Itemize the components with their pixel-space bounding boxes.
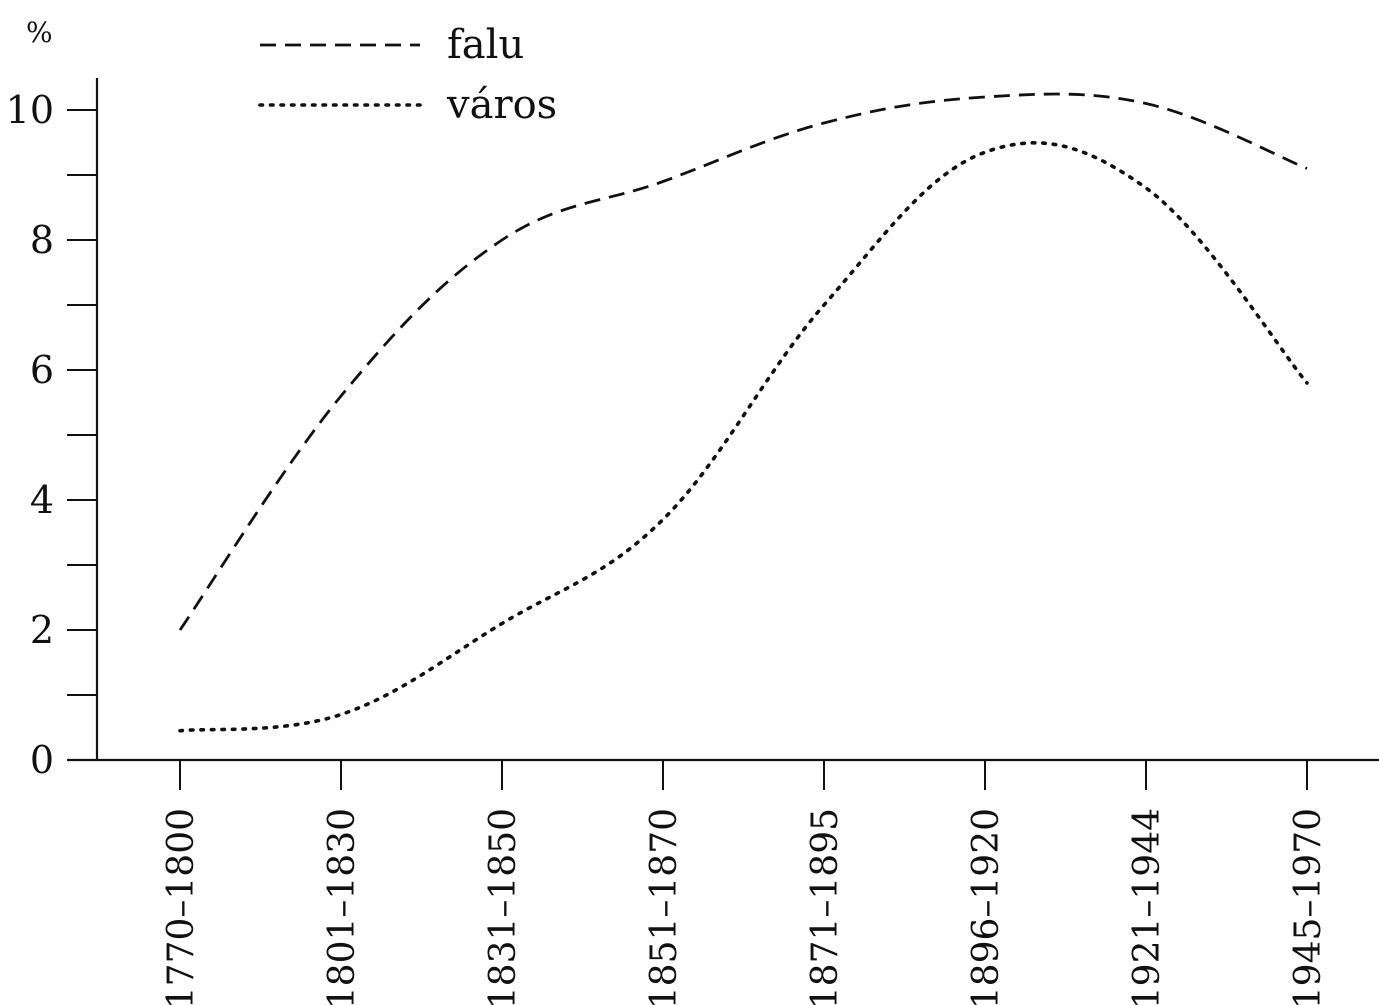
- y-tick-label: 10: [6, 88, 54, 132]
- y-tick-label: 0: [30, 738, 54, 782]
- x-axis-ticks: 1770–1800 1801–1830 1831–1850 1851–1870 1871…: [161, 760, 1329, 1005]
- x-tick-label: 1831–1850: [483, 808, 524, 1005]
- y-tick-label: 8: [30, 218, 54, 262]
- x-tick-label: 1896–1920: [966, 808, 1007, 1005]
- x-tick-label: 1945–1970: [1288, 808, 1329, 1005]
- y-tick-label: 6: [30, 348, 54, 392]
- series-line-város: [178, 141, 1309, 733]
- y-axis-ticks: 0 2 4 6 8 10: [6, 88, 97, 782]
- series-line-falu: [178, 92, 1308, 631]
- axes: [67, 78, 1379, 762]
- x-tick-label: 1851–1870: [644, 808, 685, 1005]
- legend-label: falu: [447, 22, 524, 68]
- x-tick-label: 1770–1800: [161, 808, 202, 1005]
- x-tick-label: 1801–1830: [322, 808, 363, 1005]
- x-tick-label: 1921–1944: [1127, 808, 1168, 1005]
- legend: falu város: [258, 22, 557, 128]
- y-axis-unit-label: %: [26, 16, 53, 49]
- y-tick-label: 2: [30, 608, 54, 652]
- series-lines: [178, 92, 1309, 733]
- y-tick-label: 4: [30, 478, 54, 522]
- legend-label: város: [446, 82, 557, 128]
- x-tick-label: 1871–1895: [805, 808, 846, 1005]
